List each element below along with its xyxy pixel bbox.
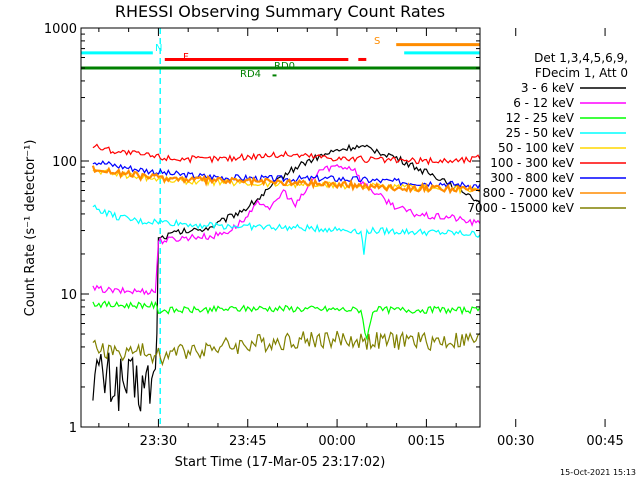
legend-entry-label: 100 - 300 keV — [490, 156, 574, 170]
x-tick-label: 23:45 — [229, 434, 266, 449]
series-line-7000-15000keV — [92, 330, 480, 367]
x-axis-ticks: 23:30 23:45 00:00 00:15 00:30 00:45 — [98, 28, 624, 449]
bar-label-F: F — [183, 52, 189, 63]
legend-entry-label: 12 - 25 keV — [506, 111, 575, 125]
series-line-25-50keV — [92, 204, 480, 255]
legend-header-2: FDecim 1, Att 0 — [535, 66, 628, 80]
x-tick-label: 00:30 — [497, 434, 534, 449]
legend-entry-label: 7000 - 15000 keV — [467, 201, 574, 215]
series-line-300-800keV — [92, 160, 480, 190]
y-tick-label: 1000 — [44, 22, 77, 37]
plot-frame — [80, 27, 481, 428]
series-line-800-7000keV — [91, 165, 480, 195]
legend-header-1: Det 1,3,4,5,6,9, — [534, 51, 628, 65]
legend-entry-label: 300 - 800 keV — [490, 171, 574, 185]
series-line-12-25keV — [92, 300, 480, 342]
y-tick-label: 10 — [60, 288, 77, 303]
plot-contents — [81, 28, 480, 427]
x-axis-label: Start Time (17-Mar-05 23:17:02) — [175, 455, 386, 470]
bar-label-N: N — [155, 43, 162, 54]
x-tick-label: 00:15 — [408, 434, 445, 449]
legend-entry-label: 50 - 100 keV — [498, 141, 575, 155]
bar-label-S: S — [374, 36, 380, 47]
plot-area: N F RD0 RD4 S — [80, 27, 481, 428]
series-line-100-300keV — [92, 143, 480, 166]
legend-entry-label: 6 - 12 keV — [513, 96, 575, 110]
y-tick-label: 100 — [52, 155, 77, 170]
x-tick-label: 23:30 — [140, 434, 177, 449]
chart-title: RHESSI Observing Summary Count Rates — [115, 2, 445, 21]
x-tick-label: 00:45 — [586, 434, 623, 449]
y-axis-ticks: 1 10 100 1000 — [44, 22, 480, 436]
legend-entry-label: 800 - 7000 keV — [483, 186, 575, 200]
bar-label-RD4: RD4 — [240, 69, 261, 80]
y-tick-label: 1 — [69, 421, 77, 436]
y-axis-label: Count Rate (s⁻¹ detector⁻¹) — [23, 140, 38, 317]
timestamp: 15-Oct-2021 15:13 — [560, 468, 636, 477]
legend-entry-label: 3 - 6 keV — [521, 81, 575, 95]
legend-entry-label: 25 - 50 keV — [506, 126, 575, 140]
x-tick-label: 00:00 — [318, 434, 355, 449]
bar-label-RD0: RD0 — [274, 61, 295, 72]
